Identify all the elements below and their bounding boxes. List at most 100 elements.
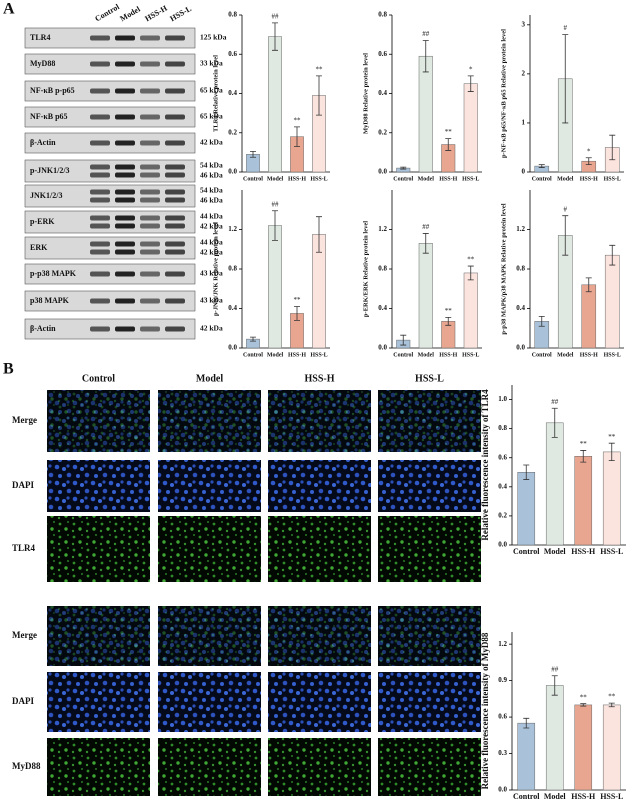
image-dapi <box>268 460 371 512</box>
x-tick-label: HSS-L <box>600 792 623 800</box>
bar <box>602 704 621 791</box>
y-axis-label: Relative fluorescence intensity of TLR4 <box>480 389 490 541</box>
image-stain <box>268 516 371 582</box>
error-bar <box>585 157 592 166</box>
y-axis-label: p-ERK/ERK Relative protein level <box>362 221 369 317</box>
error-bar <box>316 75 322 116</box>
protein-label: NF-κB p-p65 <box>30 86 75 95</box>
band <box>90 189 110 195</box>
y-tick-label: 0.6 <box>498 453 507 461</box>
band <box>140 298 160 304</box>
error-bar <box>467 75 474 92</box>
x-tick-label: HSS-H <box>571 547 596 556</box>
y-tick-label: 0.0 <box>516 344 525 352</box>
significance-label: ** <box>445 307 453 315</box>
error-bar <box>445 138 452 151</box>
y-tick-label: 0.0 <box>378 344 387 352</box>
bar <box>463 272 478 349</box>
error-bar <box>272 22 278 51</box>
x-tick-label: HSS-L <box>604 176 621 182</box>
x-tick-label: HSS-L <box>462 352 479 358</box>
image-dapi <box>378 460 481 512</box>
x-tick-label: Model <box>418 176 435 182</box>
x-tick-label: Control <box>243 176 263 182</box>
band <box>90 215 110 221</box>
image-stain <box>268 606 371 666</box>
x-tick-label: Control <box>513 792 540 800</box>
band <box>115 215 135 221</box>
panel-label: B <box>3 361 14 378</box>
band <box>115 241 135 247</box>
band <box>90 326 110 332</box>
error-bar <box>250 336 256 342</box>
band <box>140 61 160 67</box>
significance-label: ** <box>608 693 616 701</box>
significance-label: ## <box>422 223 430 231</box>
significance-label: ** <box>580 440 588 448</box>
band <box>165 197 185 203</box>
y-tick-label: 1.2 <box>228 225 237 233</box>
size-label: 43 kDa <box>200 269 223 278</box>
y-tick-label: 0.4 <box>228 304 237 312</box>
band <box>165 271 185 277</box>
image-dapi <box>47 672 150 732</box>
x-tick-label: Model <box>267 176 284 182</box>
y-tick-label: 0.4 <box>378 304 387 312</box>
image-stain <box>47 606 150 666</box>
y-tick-label: 0.0 <box>228 168 237 176</box>
band <box>115 88 135 94</box>
band <box>115 164 135 170</box>
band <box>90 298 110 304</box>
y-tick-label: 0.8 <box>228 265 237 273</box>
y-tick-label: 0.9 <box>498 676 507 684</box>
band <box>90 271 110 277</box>
band <box>115 140 135 146</box>
y-tick-label: 0.6 <box>498 713 507 721</box>
image-stain <box>47 390 150 452</box>
band <box>115 271 135 277</box>
size-label: 42 kDa <box>200 324 223 333</box>
y-tick-label: 2 <box>522 69 526 77</box>
significance-label: ** <box>294 116 302 124</box>
band <box>90 241 110 247</box>
error-bar <box>551 675 558 696</box>
band <box>140 326 160 332</box>
band <box>140 35 160 41</box>
row-label: Merge <box>12 415 37 425</box>
x-tick-label: Model <box>544 792 567 800</box>
error-bar <box>538 316 545 327</box>
protein-label: NF-κB p65 <box>30 112 68 121</box>
band <box>140 197 160 203</box>
band <box>165 223 185 229</box>
y-tick-label: 0.4 <box>228 89 237 97</box>
band <box>165 326 185 332</box>
lane-label: HSS-H <box>143 3 169 23</box>
x-tick-label: Model <box>418 352 435 358</box>
significance-label: ** <box>580 693 588 701</box>
image-dapi <box>378 672 481 732</box>
error-bar <box>250 150 256 158</box>
protein-label: TLR4 <box>30 33 50 42</box>
band <box>165 140 185 146</box>
band <box>115 61 135 67</box>
protein-label: JNK1/2/3 <box>30 191 62 200</box>
image-stain <box>47 738 150 796</box>
band <box>140 114 160 120</box>
band <box>165 35 185 41</box>
error-bar <box>580 450 587 463</box>
x-tick-label: Model <box>557 352 574 358</box>
image-dapi <box>158 672 261 732</box>
error-bar <box>272 210 278 241</box>
band <box>140 215 160 221</box>
y-tick-label: 0.8 <box>498 424 507 432</box>
y-axis-label: TLR4 Relative protein level <box>212 55 219 132</box>
image-stain <box>378 606 481 666</box>
error-bar <box>400 334 407 346</box>
y-tick-label: 0.6 <box>378 50 387 58</box>
error-bar <box>609 134 616 161</box>
significance-label: # <box>564 24 568 32</box>
band <box>165 215 185 221</box>
band <box>165 164 185 170</box>
error-bar <box>551 407 558 438</box>
x-tick-label: HSS-L <box>604 352 621 358</box>
